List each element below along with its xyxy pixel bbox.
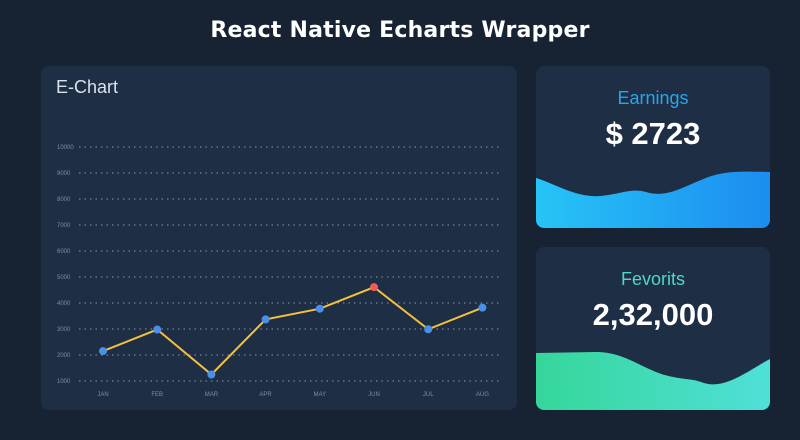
y-tick-label: 3000 xyxy=(57,327,71,333)
x-tick-label: JUL xyxy=(423,392,434,398)
x-tick-label: FEB xyxy=(151,392,163,398)
x-tick-label: AUG xyxy=(476,392,489,398)
y-tick-label: 9000 xyxy=(57,171,71,177)
y-tick-label: 10000 xyxy=(57,145,74,151)
data-point xyxy=(370,283,378,292)
y-tick-label: 5000 xyxy=(57,275,71,281)
data-point xyxy=(99,347,107,356)
fevorits-card: Fevorits 2,32,000 xyxy=(536,247,770,410)
data-point xyxy=(478,303,487,312)
y-tick-label: 4000 xyxy=(57,301,71,307)
chart-panel: E-Chart 1000 2000 3000 4000 5000 6000 7000 8000… xyxy=(41,66,517,410)
y-tick-label: 8000 xyxy=(57,197,71,203)
x-tick-label: MAY xyxy=(314,392,327,398)
earnings-wave-graphic xyxy=(536,171,770,228)
y-tick-label: 7000 xyxy=(57,223,71,229)
data-point xyxy=(315,304,324,313)
x-tick-label: JUN xyxy=(368,392,380,398)
earnings-card: Earnings $ 2723 xyxy=(536,66,770,228)
series-line xyxy=(102,285,483,376)
y-tick-label: 1000 xyxy=(57,379,71,385)
y-tick-label: 6000 xyxy=(57,249,71,255)
fevorits-value: 2,32,000 xyxy=(592,297,714,332)
fevorits-wave-graphic xyxy=(536,352,770,410)
page-title: React Native Echarts Wrapper xyxy=(210,18,590,43)
data-point xyxy=(424,325,433,334)
x-tick-label: JAN xyxy=(97,392,108,398)
x-tick-label: APR xyxy=(259,392,272,398)
earnings-value: $ 2723 xyxy=(605,116,701,151)
chart-title: E-Chart xyxy=(56,77,119,97)
x-tick-label: MAR xyxy=(205,392,219,398)
earnings-label: Earnings xyxy=(617,88,689,108)
line-chart: 1000 2000 3000 4000 5000 6000 7000 8000 9000 1000… xyxy=(57,145,501,398)
fevorits-label: Fevorits xyxy=(620,269,685,289)
y-tick-label: 2000 xyxy=(57,353,71,359)
data-point xyxy=(207,370,216,379)
data-point xyxy=(261,315,270,324)
data-point xyxy=(153,325,162,334)
